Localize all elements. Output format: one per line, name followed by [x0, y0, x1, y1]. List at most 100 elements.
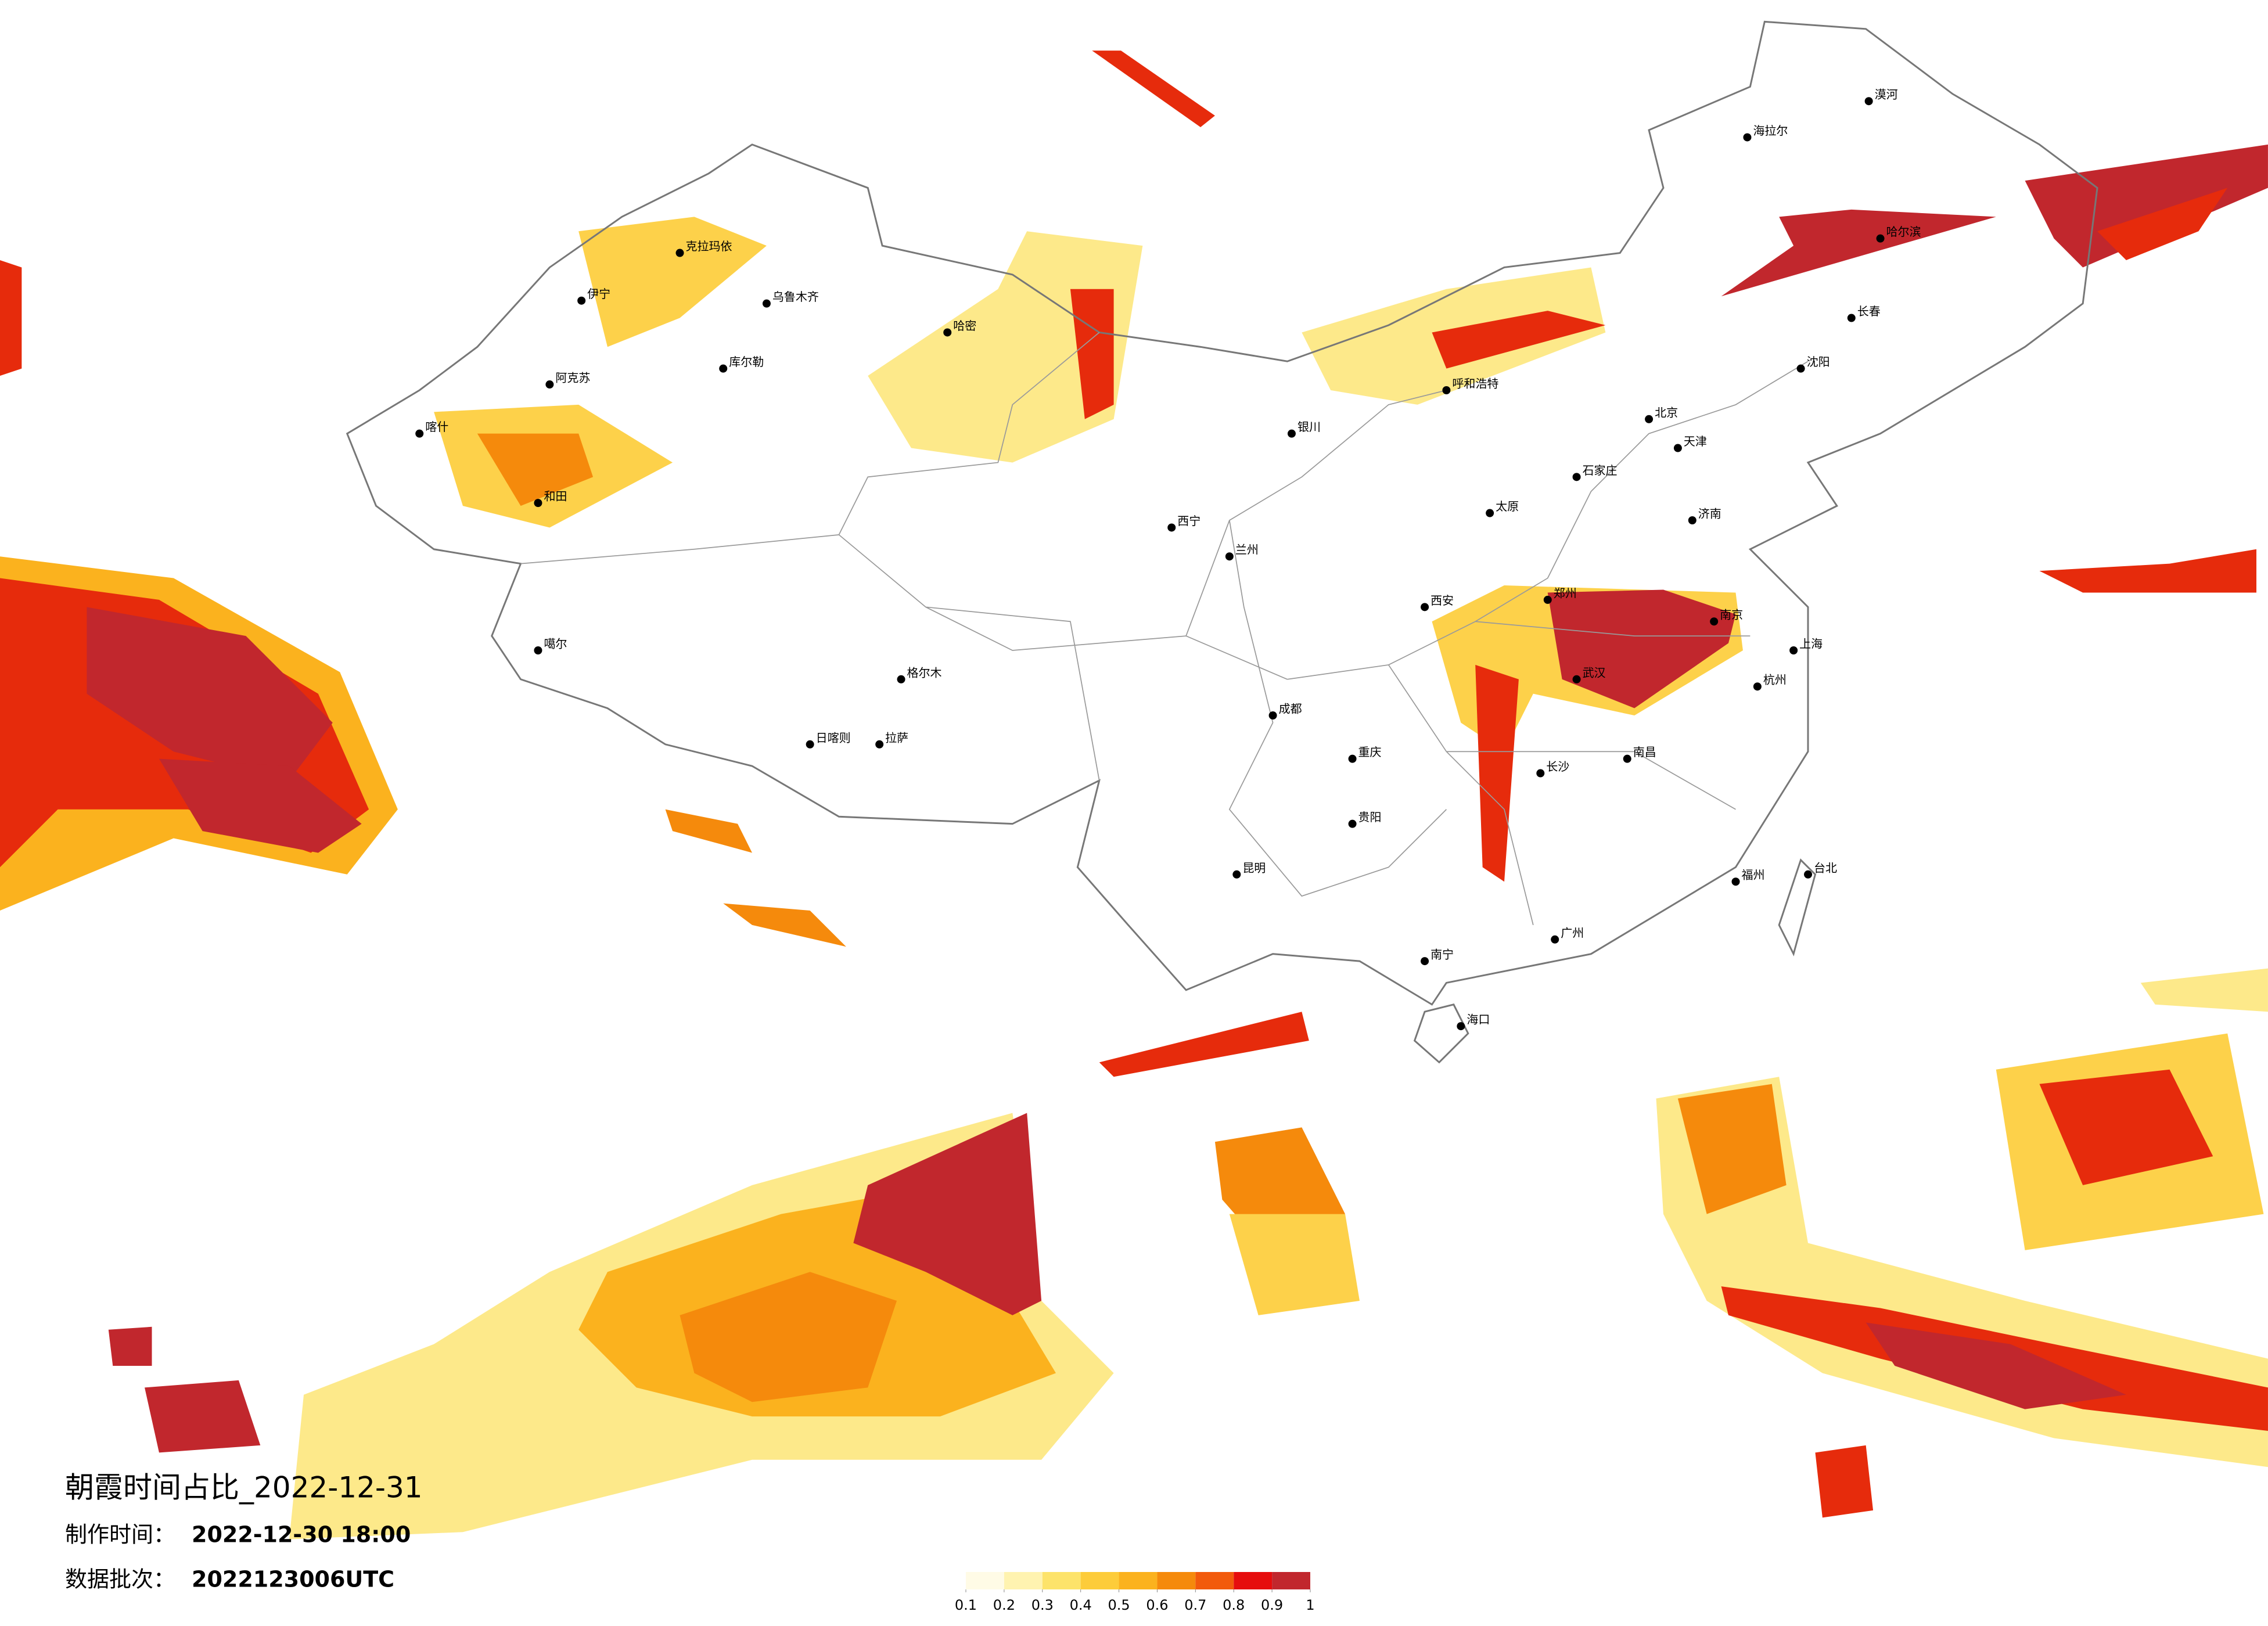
legend-tick-label: 0.3	[1031, 1597, 1054, 1613]
city-dot	[1536, 769, 1545, 778]
map-layer	[0, 20, 2268, 1539]
city-dot	[1442, 386, 1451, 394]
legend-swatch	[1080, 1572, 1119, 1589]
city-dot	[1847, 314, 1856, 322]
city-label: 西安	[1430, 593, 1454, 607]
island-border	[1413, 1003, 1469, 1064]
city-dot	[1645, 415, 1654, 423]
city-label: 天津	[1684, 434, 1707, 448]
city-label: 杭州	[1763, 673, 1787, 687]
city-dot	[1710, 617, 1719, 626]
heat-area	[0, 260, 22, 376]
legend-tick-label: 0.9	[1261, 1597, 1283, 1613]
city-label: 太原	[1496, 499, 1519, 513]
city-label: 库尔勒	[729, 355, 764, 369]
city-label: 伊宁	[587, 287, 610, 301]
city-label: 乌鲁木齐	[772, 290, 819, 304]
legend-swatch	[1004, 1572, 1043, 1589]
map-title: 朝霞时间占比_2022-12-31	[65, 1471, 423, 1505]
heat-area	[1432, 311, 1606, 369]
legend-swatch	[1042, 1572, 1081, 1589]
city-label: 兰州	[1235, 543, 1259, 557]
heat-area	[1677, 1084, 1787, 1214]
legend-tick-label: 1	[1306, 1597, 1314, 1613]
city-dot	[1287, 429, 1296, 438]
heat-area	[1815, 1445, 1874, 1518]
city-label: 南京	[1720, 608, 1743, 622]
city-dot	[806, 740, 814, 749]
city-dot	[1268, 711, 1277, 720]
city-label: 银川	[1297, 420, 1321, 434]
city-dot	[1348, 819, 1357, 828]
city-dot	[1864, 97, 1873, 106]
heat-area	[2039, 1069, 2213, 1185]
heat-area	[680, 1272, 897, 1402]
heat-area	[1547, 589, 1736, 708]
city-dot	[534, 499, 542, 508]
heat-area	[723, 903, 846, 947]
island-border	[1778, 858, 1817, 956]
city-dot	[1543, 595, 1552, 604]
city-label: 昆明	[1242, 861, 1266, 875]
city-dot	[1572, 473, 1581, 481]
heat-area	[2025, 144, 2268, 268]
city-label: 重庆	[1358, 745, 1382, 759]
legend-swatch	[1119, 1572, 1158, 1589]
heat-area	[578, 217, 767, 347]
city-dot	[415, 429, 424, 438]
heat-area	[2039, 549, 2257, 593]
city-dot	[943, 328, 952, 337]
city-label: 郑州	[1554, 586, 1577, 600]
legend-tick-label: 0.7	[1184, 1597, 1206, 1613]
production-label: 制作时间：	[65, 1522, 175, 1548]
city-label: 格尔木	[907, 665, 942, 679]
heat-area	[1099, 1012, 1309, 1077]
city-label: 漠河	[1875, 88, 1898, 102]
heat-area	[1229, 1214, 1360, 1315]
city-label: 海口	[1467, 1013, 1490, 1027]
city-label: 西宁	[1177, 514, 1201, 528]
city-dot	[1421, 603, 1429, 611]
city-dot	[1753, 682, 1762, 691]
heat-area	[159, 758, 362, 853]
city-dot	[1731, 877, 1740, 886]
batch: 2022123006UTC	[192, 1567, 394, 1592]
city-label: 沈阳	[1807, 355, 1830, 369]
legend-tick-label: 0.5	[1108, 1597, 1130, 1613]
city-label: 南宁	[1430, 948, 1454, 962]
country-border	[346, 20, 2098, 1006]
city-dot	[1623, 754, 1631, 763]
city-label: 和田	[544, 490, 567, 503]
batch-label: 数据批次：	[65, 1567, 175, 1592]
city-dot	[1457, 1022, 1465, 1031]
legend-swatch	[1157, 1572, 1196, 1589]
city-label: 台北	[1814, 861, 1837, 875]
legend-swatch	[1234, 1572, 1273, 1589]
city-label: 长沙	[1546, 760, 1569, 774]
legend: 0.1 0.2 0.3 0.4 0.5 0.6 0.7 0.8 0.9 1	[955, 1572, 1315, 1613]
city-dot	[545, 380, 554, 389]
city-dot	[1804, 870, 1813, 879]
city-dot	[577, 296, 586, 305]
city-dot	[1673, 444, 1682, 452]
legend-swatch	[1272, 1572, 1310, 1589]
heat-area	[853, 1113, 1042, 1315]
city-dot	[1743, 133, 1752, 142]
city-label: 哈密	[953, 319, 976, 333]
heat-area	[1866, 1322, 2126, 1409]
city-dot	[534, 646, 542, 654]
city-label: 克拉玛依	[686, 239, 732, 253]
heat-area	[1475, 664, 1519, 882]
city-label: 石家庄	[1583, 463, 1618, 477]
city-label: 广州	[1561, 926, 1584, 940]
city-dot	[762, 299, 771, 308]
city-dot	[1551, 935, 1559, 944]
province-border	[520, 332, 1809, 926]
city-label: 成都	[1279, 702, 1302, 716]
city-dot	[1572, 675, 1581, 684]
legend-swatch	[966, 1572, 1004, 1589]
legend-tick-label: 0.6	[1146, 1597, 1168, 1613]
city-label: 福州	[1742, 868, 1765, 882]
city-label: 贵阳	[1358, 810, 1382, 824]
